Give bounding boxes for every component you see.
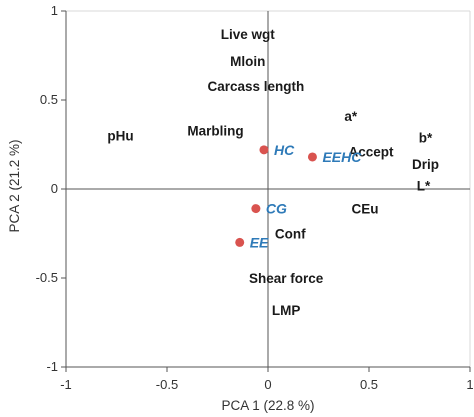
variable-label: a* bbox=[344, 109, 358, 124]
variable-label: LMP bbox=[272, 303, 301, 318]
group-label: EEHC bbox=[322, 149, 362, 165]
variable-label: Shear force bbox=[249, 271, 324, 286]
y-tick-label: 0.5 bbox=[40, 92, 58, 107]
group-label: EE bbox=[250, 234, 269, 250]
x-tick-label: -0.5 bbox=[156, 377, 178, 392]
variable-label: Marbling bbox=[187, 123, 243, 138]
y-axis-ticks: -1 -0.5 0 0.5 1 bbox=[36, 3, 66, 374]
x-axis-ticks: -1 -0.5 0 0.5 1 bbox=[60, 367, 474, 392]
group-point bbox=[235, 237, 245, 247]
variable-label: Drip bbox=[412, 157, 439, 172]
group-point bbox=[251, 204, 261, 214]
variable-label: Conf bbox=[275, 227, 306, 242]
group-points: HC EEHC CG EE bbox=[235, 142, 362, 250]
x-axis-title: PCA 1 (22.8 %) bbox=[221, 398, 314, 413]
x-tick-label: 0 bbox=[264, 377, 271, 392]
x-tick-label: 0.5 bbox=[360, 377, 378, 392]
variable-label: pHu bbox=[107, 129, 133, 144]
y-tick-label: -0.5 bbox=[36, 270, 58, 285]
variable-label: Live wgt bbox=[221, 27, 276, 42]
variable-label: Accept bbox=[349, 145, 395, 160]
variable-label: Carcass length bbox=[207, 79, 304, 94]
group-point bbox=[307, 152, 317, 162]
y-axis-title: PCA 2 (21.2 %) bbox=[7, 139, 22, 232]
x-tick-label: -1 bbox=[60, 377, 72, 392]
variable-label: Mloin bbox=[230, 54, 265, 69]
variable-label: CEu bbox=[351, 202, 378, 217]
group-label: CG bbox=[266, 201, 287, 217]
variable-labels: Live wgt Mloin Carcass length a* pHu Marbling… bbox=[107, 27, 439, 318]
variable-label: b* bbox=[419, 130, 433, 145]
group-label: HC bbox=[274, 142, 295, 158]
y-tick-label: 0 bbox=[51, 181, 58, 196]
variable-label: L* bbox=[417, 178, 431, 193]
group-point bbox=[259, 145, 269, 155]
y-tick-label: -1 bbox=[46, 359, 58, 374]
y-tick-label: 1 bbox=[51, 3, 58, 18]
x-tick-label: 1 bbox=[466, 377, 473, 392]
